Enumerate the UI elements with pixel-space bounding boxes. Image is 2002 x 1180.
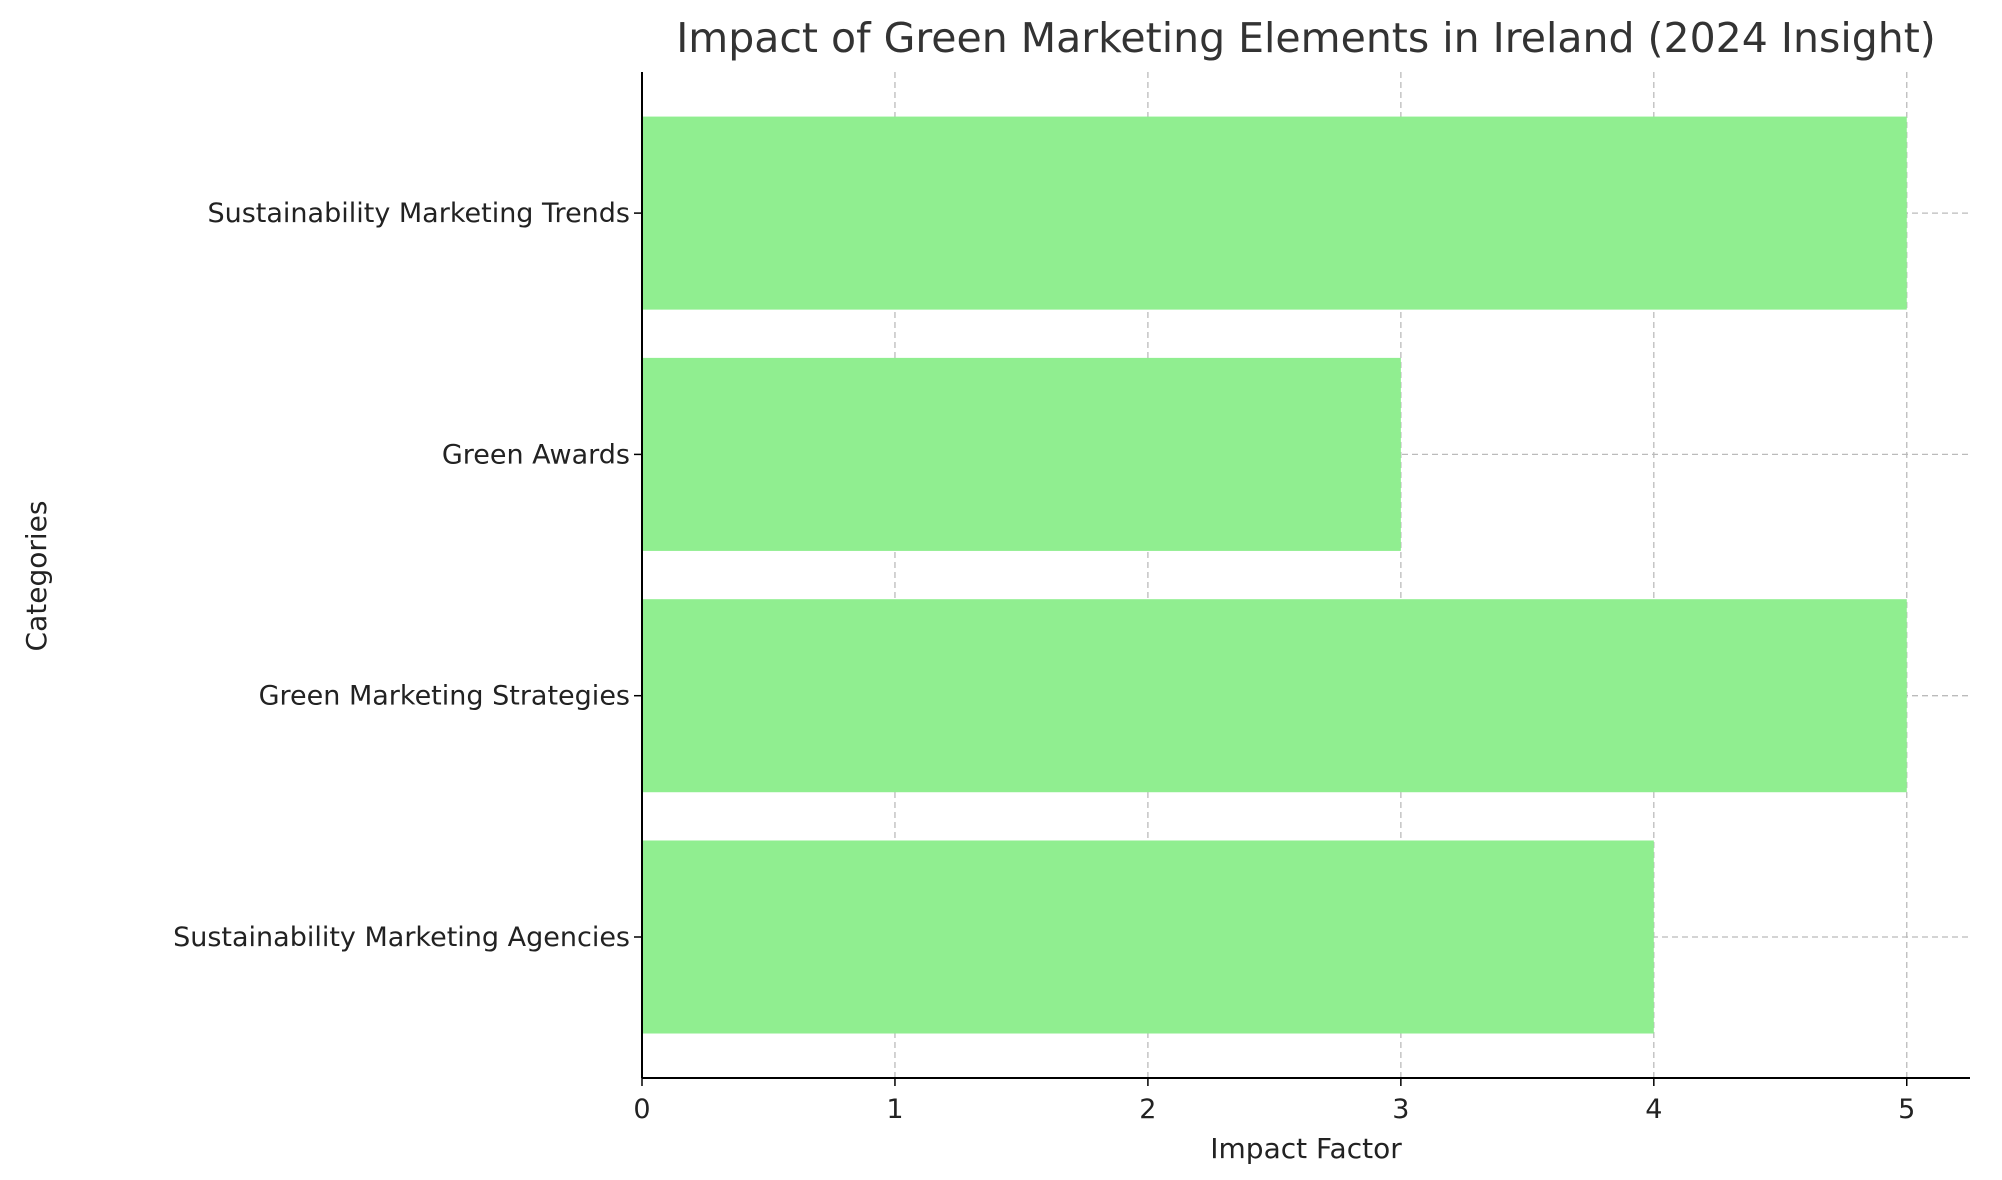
axes: 0 1 2 3 4 5 Sustainability Marketing Agencies G… — [173, 72, 1970, 1125]
bar — [642, 116, 1907, 310]
y-tick-label: Green Awards — [442, 439, 630, 470]
x-tick-label: 2 — [1139, 1094, 1156, 1125]
bars — [642, 116, 1907, 1034]
x-tick-label: 4 — [1645, 1094, 1662, 1125]
x-tick-label: 5 — [1898, 1094, 1915, 1125]
x-tick-label: 0 — [633, 1094, 650, 1125]
y-axis-label: Categories — [20, 501, 53, 652]
y-tick-label: Sustainability Marketing Trends — [207, 198, 630, 229]
bar — [642, 599, 1907, 793]
x-tick-label: 3 — [1392, 1094, 1409, 1125]
y-tick-label: Green Marketing Strategies — [259, 681, 630, 712]
x-tick-label: 1 — [886, 1094, 903, 1125]
chart-title: Impact of Green Marketing Elements in Ir… — [676, 14, 1936, 62]
bar — [642, 840, 1654, 1034]
bar — [642, 357, 1401, 551]
x-axis-label: Impact Factor — [1210, 1132, 1402, 1165]
y-tick-label: Sustainability Marketing Agencies — [173, 922, 630, 953]
